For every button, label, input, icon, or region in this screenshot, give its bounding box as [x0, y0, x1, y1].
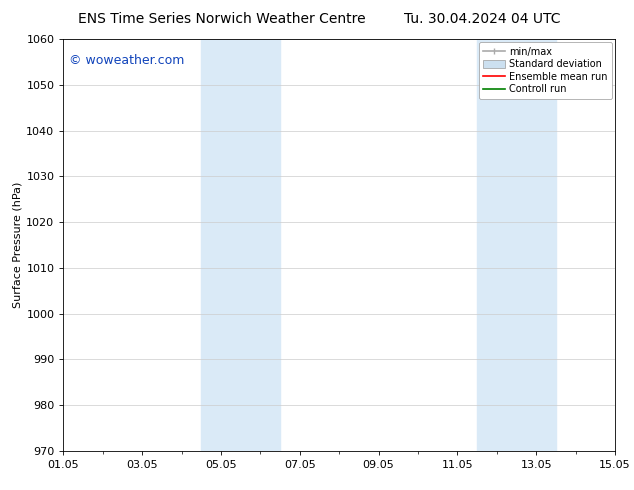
Text: Tu. 30.04.2024 04 UTC: Tu. 30.04.2024 04 UTC — [404, 12, 560, 26]
Text: ENS Time Series Norwich Weather Centre: ENS Time Series Norwich Weather Centre — [78, 12, 366, 26]
Y-axis label: Surface Pressure (hPa): Surface Pressure (hPa) — [12, 182, 22, 308]
Bar — [202, 39, 280, 451]
Text: © woweather.com: © woweather.com — [69, 53, 184, 67]
Bar — [477, 39, 556, 451]
Legend: min/max, Standard deviation, Ensemble mean run, Controll run: min/max, Standard deviation, Ensemble me… — [479, 42, 612, 99]
